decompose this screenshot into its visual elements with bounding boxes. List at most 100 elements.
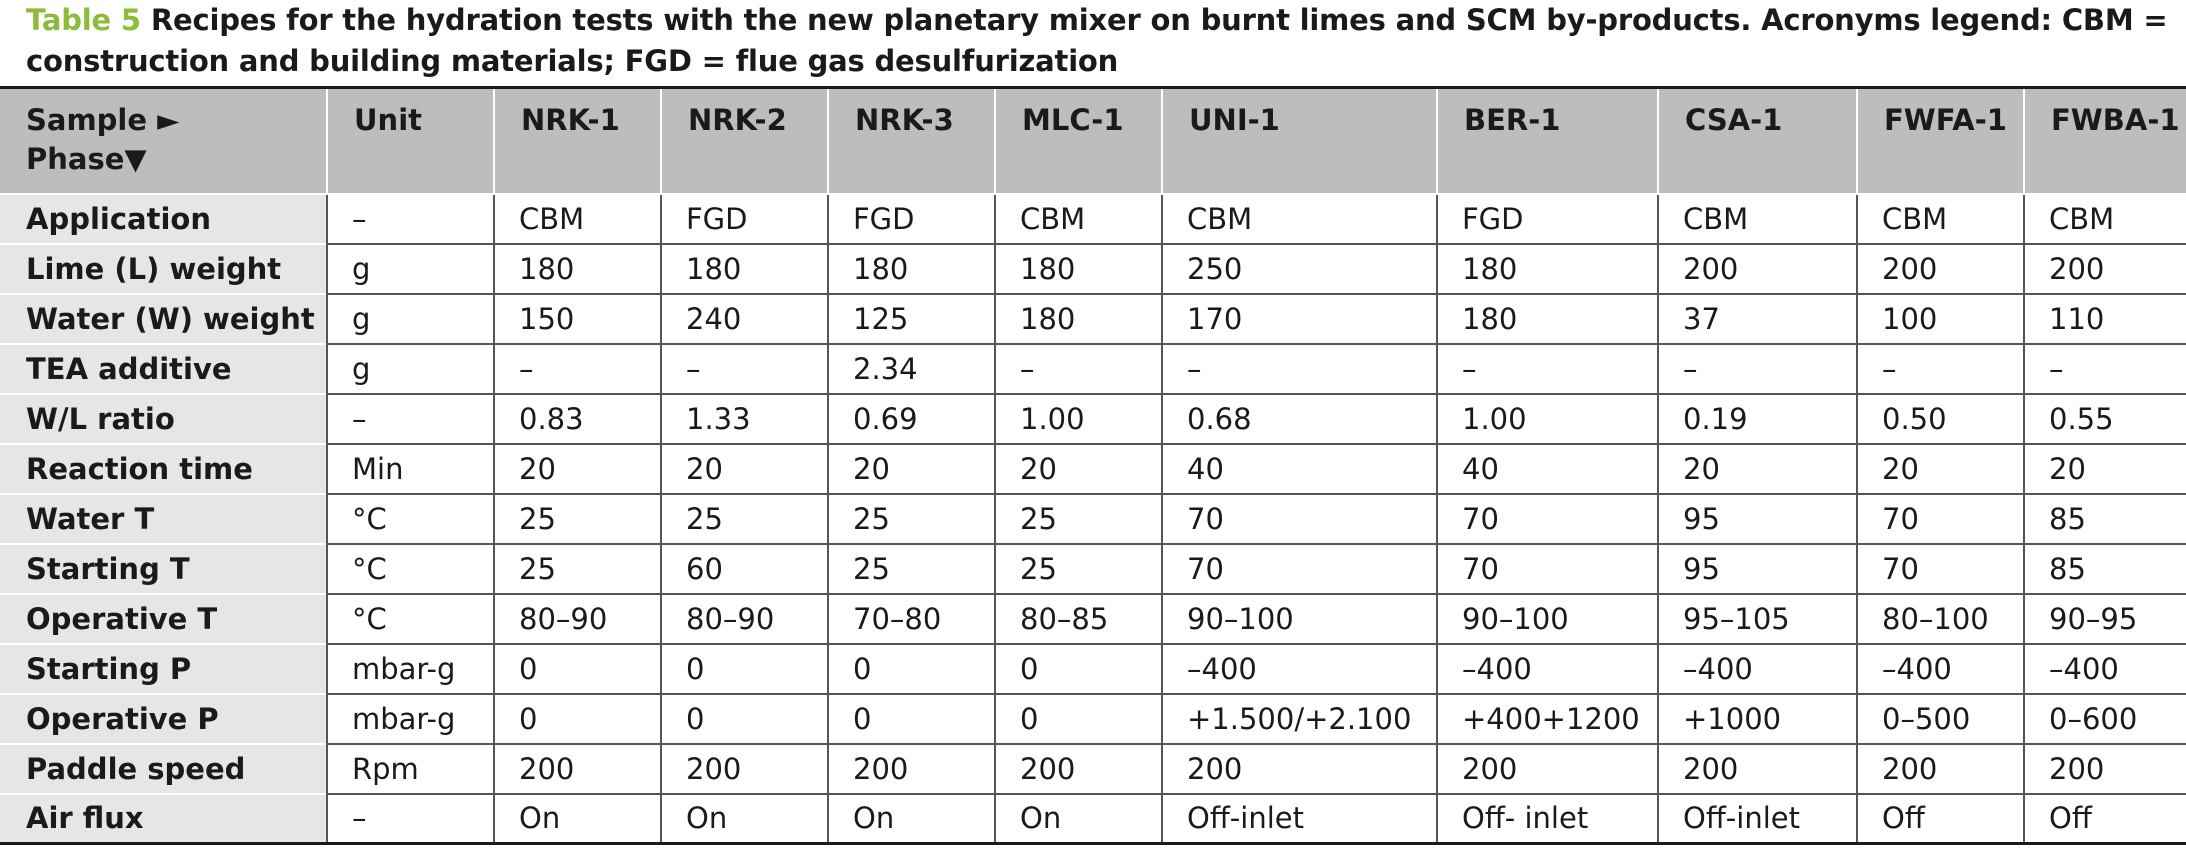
phase-cell: Water (W) weight <box>0 292 327 344</box>
value-cell: 0 <box>827 692 995 744</box>
value-cell: –400 <box>1856 642 2024 694</box>
value-cell: +1.500/+2.100 <box>1161 692 1437 744</box>
value-cell: 200 <box>1657 242 1857 294</box>
table-row: Operative T °C 80–90 80–90 70–80 80–85 90–100 9… <box>0 592 2186 644</box>
value-cell: – <box>660 342 828 394</box>
value-cell: +1000 <box>1657 692 1857 744</box>
value-cell: FGD <box>827 193 995 244</box>
value-cell: 0 <box>994 692 1162 744</box>
value-cell: On <box>493 792 661 844</box>
value-cell: – <box>1657 342 1857 394</box>
value-cell: 70 <box>1161 492 1437 544</box>
value-cell: 110 <box>2023 292 2186 344</box>
value-cell: 20 <box>1856 442 2024 494</box>
value-cell: 70 <box>1161 542 1437 594</box>
value-cell: 90–100 <box>1436 592 1658 644</box>
value-cell: 37 <box>1657 292 1857 344</box>
value-cell: 0–500 <box>1856 692 2024 744</box>
value-cell: CBM <box>1657 193 1857 244</box>
phase-cell: TEA additive <box>0 342 327 394</box>
value-cell: 80–85 <box>994 592 1162 644</box>
sample-header-cell: BER-1 <box>1436 87 1658 195</box>
table-row: Reaction time Min 20 20 20 20 40 40 20 20 20 <box>0 442 2186 494</box>
value-cell: 0 <box>660 642 828 694</box>
phase-cell: Water T <box>0 492 327 544</box>
value-cell: 95 <box>1657 542 1857 594</box>
value-cell: 40 <box>1436 442 1658 494</box>
table-caption-label: Table 5 <box>26 3 141 37</box>
value-cell: 2.34 <box>827 342 995 394</box>
table-row: Lime (L) weight g 180 180 180 180 250 180 200 200… <box>0 242 2186 294</box>
unit-cell: °C <box>326 492 494 544</box>
table-row: Water T °C 25 25 25 25 70 70 95 70 85 <box>0 492 2186 544</box>
phase-cell: Starting T <box>0 542 327 594</box>
value-cell: 0.83 <box>493 392 661 444</box>
value-cell: 180 <box>994 242 1162 294</box>
phase-cell: Reaction time <box>0 442 327 494</box>
value-cell: 20 <box>827 442 995 494</box>
value-cell: CBM <box>994 193 1162 244</box>
phase-cell: Lime (L) weight <box>0 242 327 294</box>
table-row: Paddle speed Rpm 200 200 200 200 200 200 200 200 2… <box>0 742 2186 794</box>
value-cell: 0 <box>493 642 661 694</box>
value-cell: 200 <box>1161 742 1437 794</box>
table-header: Sample ► Phase▼ Unit NRK-1 NRK-2 NRK-3 M… <box>0 87 2186 195</box>
value-cell: 20 <box>994 442 1162 494</box>
unit-cell: Min <box>326 442 494 494</box>
value-cell: Off <box>2023 792 2186 844</box>
value-cell: 150 <box>493 292 661 344</box>
unit-cell: g <box>326 292 494 344</box>
value-cell: 85 <box>2023 542 2186 594</box>
table-row: Air flux – On On On On Off-inlet Off- inlet Off-… <box>0 792 2186 844</box>
value-cell: +400+1200 <box>1436 692 1658 744</box>
value-cell: 200 <box>1657 742 1857 794</box>
value-cell: 0 <box>660 692 828 744</box>
table-header-row: Sample ► Phase▼ Unit NRK-1 NRK-2 NRK-3 M… <box>0 87 2186 195</box>
sample-header-cell: FWFA-1 <box>1856 87 2024 195</box>
value-cell: 70 <box>1436 492 1658 544</box>
value-cell: 70 <box>1436 542 1658 594</box>
phase-cell: Application <box>0 193 327 244</box>
value-cell: 240 <box>660 292 828 344</box>
value-cell: 70 <box>1856 492 2024 544</box>
unit-cell: – <box>326 792 494 844</box>
table-row: W/L ratio –0.83 1.33 0.69 1.00 0.68 1.00 0.19 0.… <box>0 392 2186 444</box>
value-cell: 180 <box>493 242 661 294</box>
value-cell: 25 <box>493 542 661 594</box>
value-cell: 0.50 <box>1856 392 2024 444</box>
sample-header-cell: CSA-1 <box>1657 87 1857 195</box>
value-cell: Off- inlet <box>1436 792 1658 844</box>
unit-cell: mbar-g <box>326 642 494 694</box>
table-row: TEA additive g – –2.34– – – – – – <box>0 342 2186 394</box>
value-cell: 25 <box>493 492 661 544</box>
unit-cell: g <box>326 342 494 394</box>
table-row: Water (W) weight g 150 240 125 180 170 180 37 100… <box>0 292 2186 344</box>
value-cell: FGD <box>1436 193 1658 244</box>
sample-header-cell: NRK-3 <box>827 87 995 195</box>
value-cell: – <box>994 342 1162 394</box>
corner-header-cell: Sample ► Phase▼ <box>0 87 327 195</box>
value-cell: 0 <box>493 692 661 744</box>
value-cell: 180 <box>994 292 1162 344</box>
value-cell: 25 <box>827 492 995 544</box>
phase-cell: Air flux <box>0 792 327 844</box>
value-cell: –400 <box>1657 642 1857 694</box>
value-cell: 0.68 <box>1161 392 1437 444</box>
value-cell: On <box>994 792 1162 844</box>
value-cell: 70–80 <box>827 592 995 644</box>
unit-cell: – <box>326 193 494 244</box>
value-cell: 25 <box>827 542 995 594</box>
value-cell: 20 <box>493 442 661 494</box>
value-cell: 180 <box>827 242 995 294</box>
value-cell: CBM <box>493 193 661 244</box>
value-cell: CBM <box>2023 193 2186 244</box>
value-cell: 70 <box>1856 542 2024 594</box>
value-cell: 80–90 <box>493 592 661 644</box>
value-cell: 200 <box>660 742 828 794</box>
unit-cell: mbar-g <box>326 692 494 744</box>
value-cell: 85 <box>2023 492 2186 544</box>
table-row: Starting T °C 25 60 25 25 70 70 95 70 85 <box>0 542 2186 594</box>
value-cell: 90–95 <box>2023 592 2186 644</box>
value-cell: 180 <box>1436 242 1658 294</box>
value-cell: CBM <box>1856 193 2024 244</box>
